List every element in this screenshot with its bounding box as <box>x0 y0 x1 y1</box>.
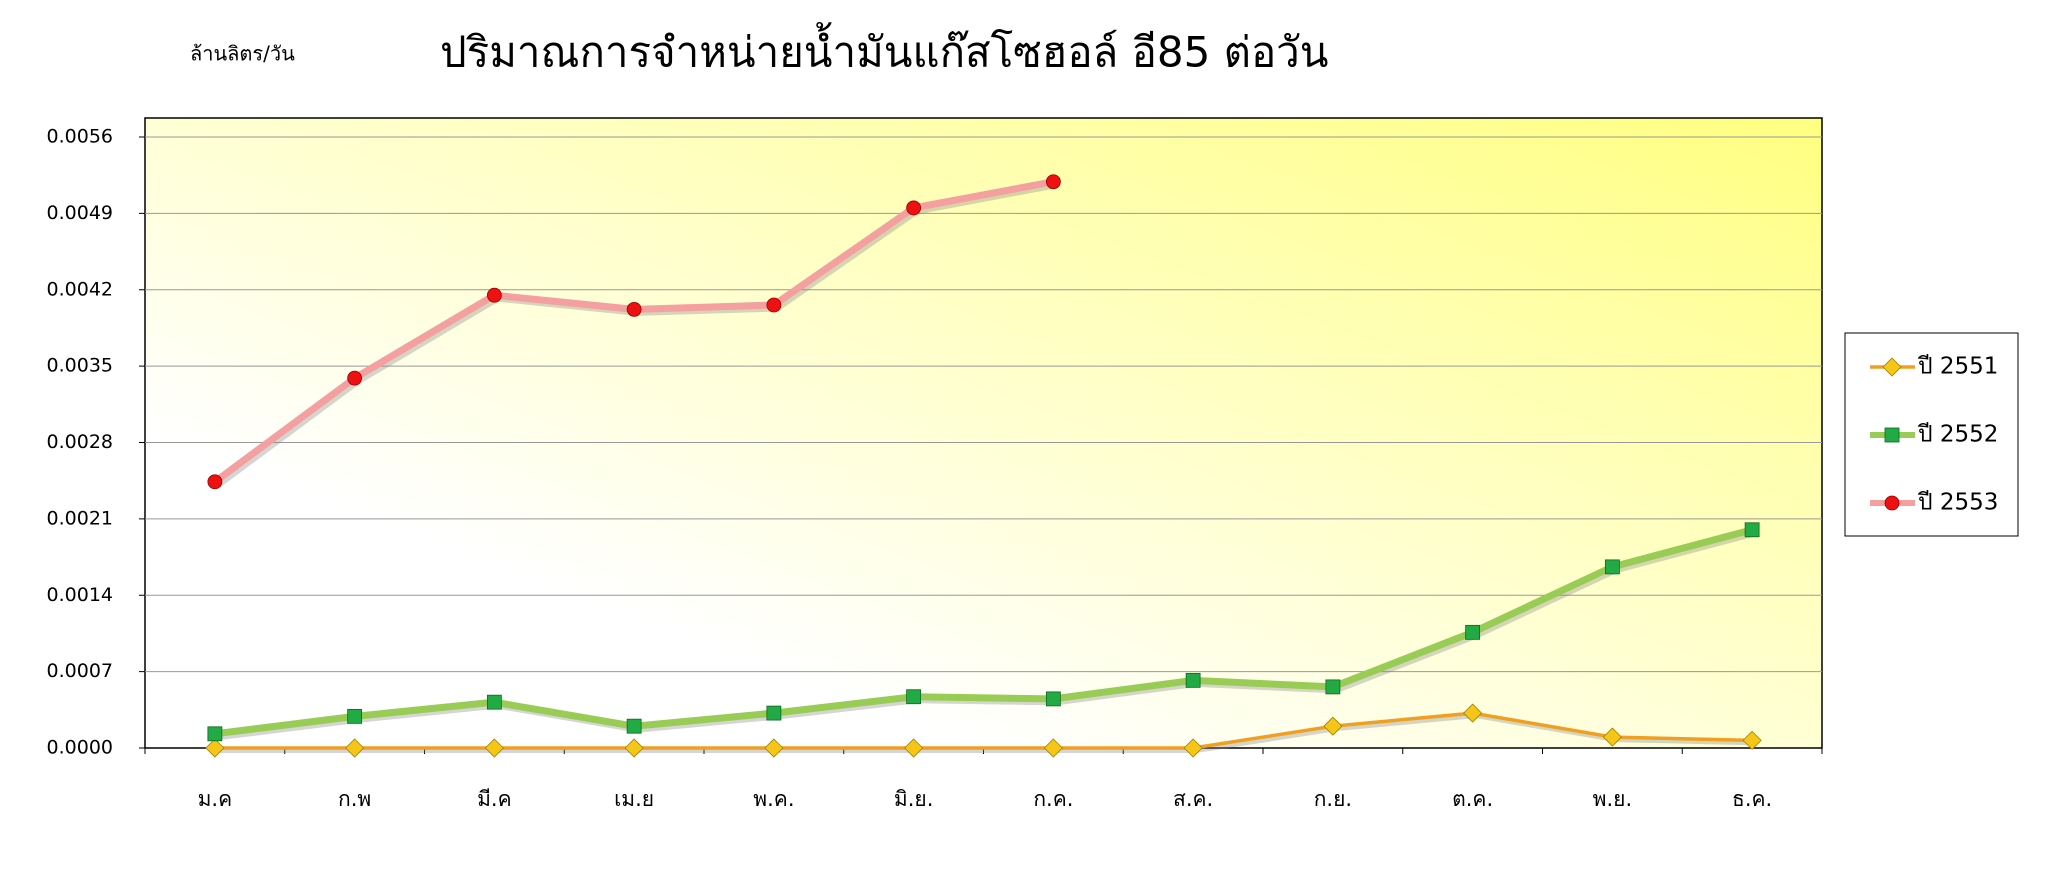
marker <box>1043 738 1063 758</box>
chart-title: ปริมาณการจำหน่ายน้ำมันแก๊สโซฮอล์ อี85 ต่… <box>440 22 1328 77</box>
plot-area <box>144 117 1823 749</box>
marker <box>906 200 922 216</box>
marker <box>207 726 223 742</box>
legend-label: ปี 2551 <box>1917 354 1998 380</box>
series-shadow <box>217 714 1756 753</box>
marker <box>766 297 782 313</box>
series-line <box>214 711 1753 750</box>
marker <box>626 718 642 734</box>
marker <box>1604 559 1620 575</box>
x-tick-label: ก.พ <box>338 787 371 811</box>
marker <box>1325 679 1341 695</box>
x-tick-label: มิ.ย. <box>894 787 934 811</box>
marker <box>1884 427 1900 443</box>
x-tick-label: ก.ค. <box>1033 787 1073 811</box>
x-tick-label: มี.ค <box>477 787 512 811</box>
marker <box>906 689 922 705</box>
marker <box>1882 357 1902 377</box>
x-tick-label: ก.ย. <box>1314 787 1352 811</box>
marker <box>764 738 784 758</box>
x-tick-label: ต.ค. <box>1452 787 1493 811</box>
x-tick-label: ม.ค <box>198 787 233 811</box>
legend-label: ปี 2552 <box>1917 422 1998 448</box>
marker <box>1323 716 1343 736</box>
y-axis-label: ล้านลิตร/วัน <box>190 42 295 66</box>
marker <box>904 738 924 758</box>
x-tick-label: พ.ย. <box>1593 787 1633 811</box>
y-tick-label: 0.0056 <box>47 126 113 148</box>
marker <box>1463 703 1483 723</box>
marker <box>1602 727 1622 747</box>
legend-label: ปี 2553 <box>1917 490 1998 516</box>
marker <box>1045 174 1061 190</box>
marker <box>345 738 365 758</box>
marker <box>1465 624 1481 640</box>
y-tick-label: 0.0014 <box>47 584 113 606</box>
marker <box>624 738 644 758</box>
y-tick-label: 0.0000 <box>47 737 113 759</box>
marker <box>205 738 225 758</box>
marker <box>1742 730 1762 750</box>
x-tick-label: เม.ย <box>614 787 654 811</box>
marker <box>347 370 363 386</box>
x-tick-label: พ.ค. <box>753 787 794 811</box>
y-tick-label: 0.0049 <box>47 202 113 224</box>
x-tick-label: ธ.ค. <box>1732 787 1772 811</box>
marker <box>486 694 502 710</box>
marker <box>207 474 223 490</box>
y-tick-label: 0.0042 <box>47 278 113 300</box>
marker <box>1183 738 1203 758</box>
x-tick-label: ส.ค. <box>1173 787 1213 811</box>
marker <box>347 708 363 724</box>
marker <box>626 301 642 317</box>
marker <box>1884 495 1900 511</box>
marker <box>484 738 504 758</box>
y-tick-label: 0.0028 <box>47 431 113 453</box>
series-line <box>214 526 1754 738</box>
marker <box>1744 522 1760 538</box>
y-tick-label: 0.0035 <box>47 355 113 377</box>
marker <box>486 287 502 303</box>
marker <box>1045 691 1061 707</box>
marker <box>1185 672 1201 688</box>
y-tick-label: 0.0007 <box>47 660 113 682</box>
marker <box>766 705 782 721</box>
y-tick-label: 0.0021 <box>47 507 113 529</box>
